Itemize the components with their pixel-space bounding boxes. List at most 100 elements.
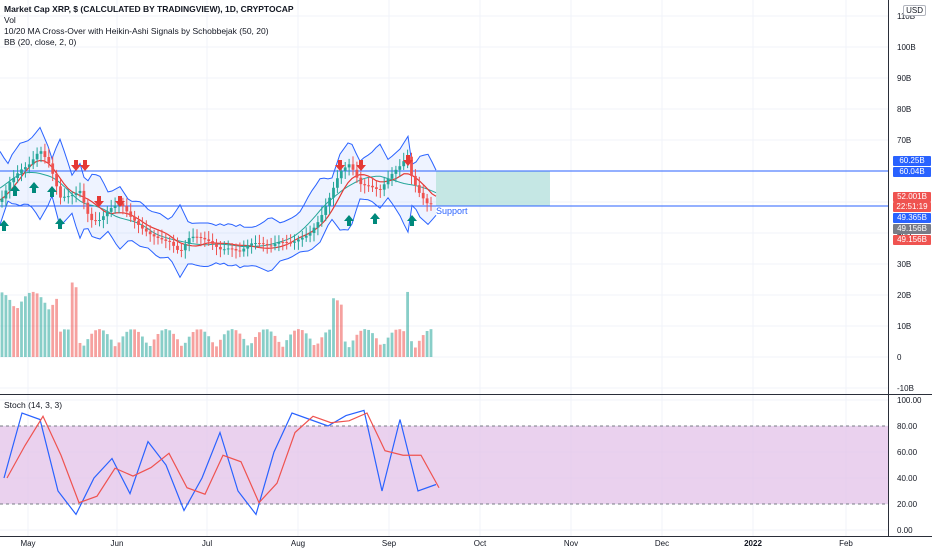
candle-body: [121, 203, 125, 207]
y-tick-label: 110B: [897, 12, 915, 21]
volume-bar: [250, 343, 253, 357]
bb-indicator-label[interactable]: BB (20, close, 2, 0): [4, 37, 77, 47]
candle-body: [172, 241, 175, 246]
volume-indicator-label[interactable]: Vol: [4, 15, 16, 25]
candle-body: [261, 243, 265, 245]
volume-bar: [43, 302, 47, 357]
price-tag: 60.04B: [893, 167, 931, 177]
volume-bar: [86, 339, 90, 357]
volume-bar: [351, 340, 355, 357]
volume-bar: [12, 306, 16, 357]
candle-body: [141, 224, 144, 229]
candle-body: [378, 188, 382, 190]
volume-bar: [0, 292, 4, 357]
volume-bar: [254, 336, 257, 357]
volume-bar: [390, 332, 394, 357]
candle-body: [336, 178, 339, 188]
volume-bar: [141, 336, 144, 357]
x-tick-label: Jul: [202, 539, 212, 548]
candle-body: [31, 159, 35, 165]
ma-indicator-label[interactable]: 10/20 MA Cross-Over with Heikin-Ashi Sig…: [4, 26, 269, 36]
volume-bar: [297, 329, 300, 357]
candle-body: [183, 243, 187, 251]
buy-arrow-icon: [0, 220, 9, 231]
volume-bar: [63, 329, 66, 357]
y-tick-label: 20B: [897, 291, 911, 300]
candle-body: [78, 190, 82, 194]
volume-bar: [74, 287, 78, 357]
volume-bar: [300, 330, 304, 357]
stoch-tick-label: 40.00: [897, 474, 918, 483]
candle-body: [219, 246, 222, 250]
x-tick-label: Feb: [839, 539, 853, 548]
volume-bar: [261, 329, 265, 357]
candle-body: [402, 161, 406, 167]
volume-bar: [258, 332, 261, 357]
candle-body: [308, 233, 312, 236]
sell-arrow-icon: [356, 160, 366, 171]
stoch-d-line: [6, 412, 440, 504]
candle-body: [125, 206, 129, 212]
buy-arrow-icon: [344, 215, 354, 226]
volume-bar: [180, 345, 183, 357]
volume-bar: [269, 331, 273, 357]
symbol-title[interactable]: Market Cap XRP, $ (CALCULATED BY TRADING…: [4, 4, 294, 14]
y-tick-label: 70B: [897, 136, 911, 145]
stoch-tick-label: 20.00: [897, 500, 918, 509]
x-tick-label: Dec: [655, 539, 669, 548]
sell-arrow-icon: [335, 160, 345, 171]
volume-bar: [31, 291, 35, 357]
candle-body: [425, 198, 429, 204]
bb-upper: [0, 126, 437, 228]
candle-body: [265, 243, 269, 246]
volume-bar: [394, 329, 398, 357]
volume-bar: [59, 331, 62, 357]
volume-bar: [82, 345, 86, 357]
currency-badge[interactable]: USD: [903, 5, 926, 16]
volume-bar: [324, 332, 328, 357]
volume-bar: [113, 346, 117, 357]
candle-body: [66, 196, 70, 198]
volume-bar: [24, 296, 27, 357]
candle-body: [8, 182, 12, 191]
stoch-indicator-label[interactable]: Stoch (14, 3, 3): [4, 400, 63, 410]
candle-body: [246, 245, 250, 249]
candle-body: [273, 243, 277, 247]
volume-bar: [78, 342, 82, 357]
volume-bar: [414, 347, 417, 357]
candle-body: [180, 249, 183, 251]
candle-body: [289, 242, 292, 244]
candle-body: [176, 245, 179, 250]
volume-bar: [417, 340, 421, 357]
support-label: Support: [436, 206, 468, 216]
volume-bar: [98, 329, 101, 357]
volume-bar: [109, 339, 113, 357]
candle-body: [129, 211, 133, 217]
volume-bar: [20, 301, 23, 357]
y-tick-label: 100B: [897, 43, 916, 52]
volume-bar: [47, 309, 51, 357]
volume-bar: [355, 334, 359, 357]
volume-bar: [90, 333, 94, 357]
candle-body: [215, 243, 218, 247]
volume-bar: [320, 337, 324, 357]
resistance-support-zone: [436, 171, 550, 206]
volume-bar: [35, 293, 39, 357]
candle-body: [94, 220, 97, 222]
candle-body: [414, 175, 417, 186]
volume-bar: [8, 299, 12, 357]
buy-arrow-icon: [29, 182, 39, 193]
buy-arrow-icon: [370, 213, 380, 224]
candle-body: [203, 237, 207, 240]
candle-body: [148, 231, 152, 235]
candle-body: [281, 241, 285, 243]
buy-arrow-icon: [47, 186, 57, 197]
volume-bar: [332, 298, 335, 357]
volume-bar: [402, 331, 406, 357]
volume-bar: [277, 341, 281, 357]
volume-bar: [66, 329, 70, 357]
candle-body: [187, 238, 191, 244]
volume-bar: [429, 329, 433, 357]
volume-bar: [410, 341, 413, 357]
